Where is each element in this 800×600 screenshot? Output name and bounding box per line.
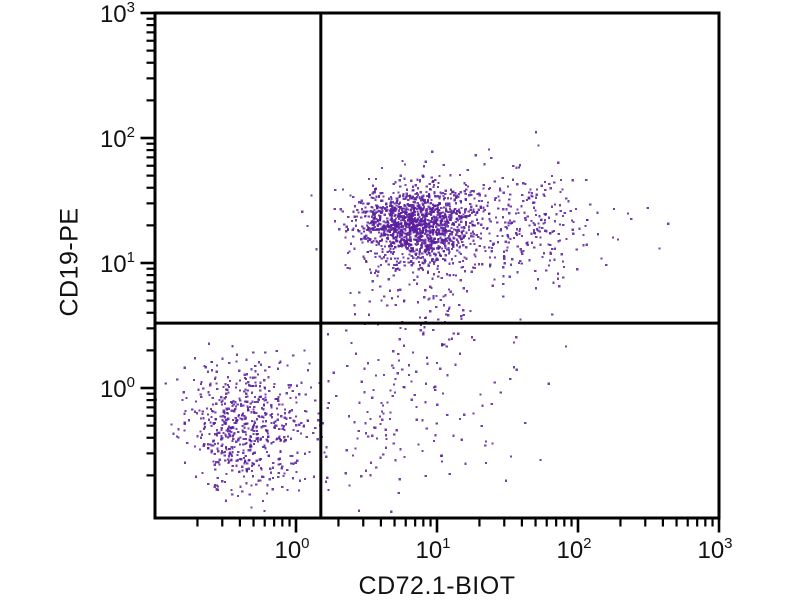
- y-tick-label: 101: [100, 249, 135, 278]
- y-axis-label: CD19-PE: [55, 207, 84, 317]
- y-tick-label: 103: [100, 0, 135, 28]
- x-tick-label: 103: [697, 535, 732, 564]
- axis-tick-labels: 100 101 102 103 100 101 102 103: [100, 0, 733, 564]
- plot-frame: [153, 11, 721, 520]
- x-tick-label: 102: [556, 535, 591, 564]
- scatter-dots-layer: [155, 131, 670, 513]
- y-tick-label: 102: [100, 124, 135, 153]
- x-tick-label: 101: [415, 535, 450, 564]
- quadrant-gates: [155, 13, 719, 518]
- x-axis-label: CD72.1-BIOT: [358, 572, 516, 600]
- y-tick-label: 100: [100, 374, 135, 403]
- axis-ticks: [140, 11, 721, 533]
- x-tick-label: 100: [274, 535, 309, 564]
